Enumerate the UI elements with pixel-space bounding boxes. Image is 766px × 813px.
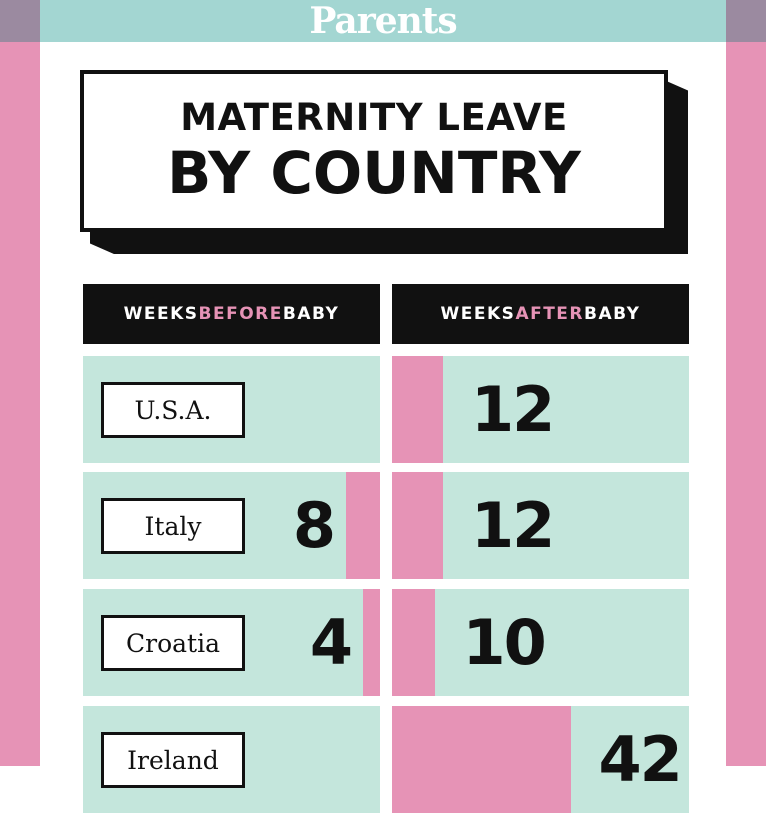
title-box: MATERNITY LEAVE BY COUNTRY [80,70,668,232]
after-cell: 12 [392,356,689,463]
header-after-pre: WEEKS [440,304,516,324]
top-right-corner [726,0,766,42]
country-label: U.S.A. [101,382,245,438]
before-cell: 4 Croatia [83,589,380,696]
title-line-2: BY COUNTRY [167,139,581,207]
country-label: Ireland [101,732,245,788]
header-weeks-after: WEEKS AFTER BABY [392,284,689,344]
before-value-label: 8 [292,489,336,562]
after-value-label: 42 [598,723,683,796]
header-after-highlight: AFTER [515,304,585,324]
before-bar [346,472,380,579]
after-bar [392,589,435,696]
country-label: Croatia [101,615,245,671]
after-cell: 12 [392,472,689,579]
country-label: Italy [101,498,245,554]
before-bar [363,589,380,696]
before-cell: U.S.A. [83,356,380,463]
after-bar [392,356,443,463]
after-bar [392,472,443,579]
title-line-1: MATERNITY LEAVE [180,96,568,139]
brand-logo: Parents [309,0,457,42]
header-after-post: BABY [584,304,641,324]
header-weeks-before: WEEKS BEFORE BABY [83,284,380,344]
header-before-pre: WEEKS [123,304,199,324]
after-cell: 42 [392,706,689,813]
header-before-post: BABY [282,304,340,324]
after-value-label: 12 [471,373,555,446]
after-cell: 10 [392,589,689,696]
after-value-label: 10 [462,606,547,679]
brand-bar: Parents [40,0,726,42]
before-cell: Ireland [83,706,380,813]
top-left-corner [0,0,40,42]
after-bar [392,706,571,813]
before-cell: 8 Italy [83,472,380,579]
before-value-label: 4 [309,606,353,679]
left-border [0,0,40,766]
after-value-label: 12 [471,489,555,562]
right-border [726,0,766,766]
header-before-highlight: BEFORE [198,304,283,324]
